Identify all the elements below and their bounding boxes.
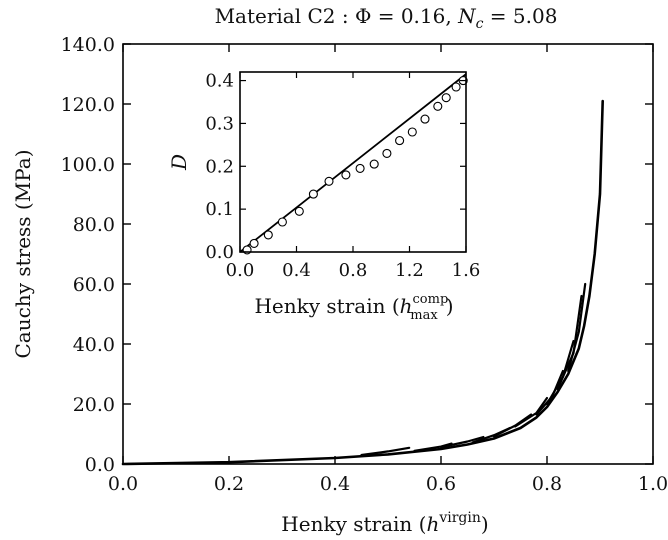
inset-fit-line — [239, 73, 467, 253]
inset-ticks: 0.0 0.4 0.8 1.2 1.6 0.0 0.1 0.2 0.3 0.4 — [205, 71, 480, 281]
main-y-tick-label: 140.0 — [61, 34, 115, 56]
inset-data-point — [355, 163, 365, 173]
inset-data-point — [277, 217, 287, 227]
main-y-tick-label: 120.0 — [61, 94, 115, 116]
inset-y-tick-label: 0.2 — [205, 156, 234, 177]
inset-plot: 0.0 0.4 0.8 1.2 1.6 0.0 0.1 0.2 0.3 0.4 — [205, 71, 480, 281]
chart-title: Material C2 : Φ = 0.16, Nc = 5.08 — [215, 4, 558, 32]
inset-x-axis-label: Henky strain (hcomp max) — [254, 292, 453, 323]
inset-data-point — [441, 93, 451, 103]
main-ticks: 0.0 0.2 0.4 0.6 0.8 1.0 0.0 20.0 40.0 60.0 80.0 100… — [61, 34, 668, 495]
main-y-tick-label: 100.0 — [61, 154, 115, 176]
main-x-tick-label: 0.4 — [320, 473, 350, 495]
inset-data-point — [308, 189, 318, 199]
main-x-tick-label: 1.0 — [638, 473, 668, 495]
inset-x-tick-label: 0.8 — [339, 260, 368, 281]
main-x-tick-label: 0.2 — [214, 473, 244, 495]
inset-y-axis-label: D — [167, 154, 191, 171]
inset-data-point — [395, 136, 405, 146]
main-plot: 0.0 0.2 0.4 0.6 0.8 1.0 0.0 20.0 40.0 60.0 80.0 100… — [61, 34, 668, 495]
inset-y-tick-label: 0.0 — [205, 242, 234, 263]
inset-x-tick-label: 0.0 — [226, 260, 255, 281]
chart-title-n-subscript: c — [476, 16, 484, 32]
inset-data-point — [249, 238, 259, 248]
inset-data-point — [420, 114, 430, 124]
main-y-tick-label: 40.0 — [73, 334, 115, 356]
main-y-tick-label: 80.0 — [73, 214, 115, 236]
main-y-tick-label: 60.0 — [73, 274, 115, 296]
main-y-axis-label: Cauchy stress (MPa) — [11, 150, 35, 359]
inset-x-tick-label: 0.4 — [282, 260, 311, 281]
inset-y-tick-label: 0.1 — [205, 199, 234, 220]
main-curves — [121, 99, 605, 466]
inset-data-point — [263, 230, 273, 240]
main-series-line-1 — [360, 446, 411, 457]
main-x-tick-label: 0.0 — [108, 473, 138, 495]
chart-title-n-value: = 5.08 — [483, 4, 557, 28]
main-y-tick-label: 20.0 — [73, 394, 115, 416]
chart-title-prefix: Material C2 : Φ = 0.16, — [215, 4, 459, 28]
inset-x-tick-label: 1.6 — [452, 260, 481, 281]
inset-data-point — [341, 170, 351, 180]
chart-title-n-symbol: N — [457, 4, 477, 28]
inset-data-point — [294, 206, 304, 216]
main-y-tick-label: 0.0 — [85, 454, 115, 476]
inset-data-point — [324, 176, 334, 186]
main-x-tick-label: 0.8 — [532, 473, 562, 495]
main-series-line-0 — [121, 99, 605, 466]
inset-data-point — [407, 127, 417, 137]
main-x-axis-label: Henky strain (hvirgin) — [281, 510, 488, 536]
inset-data-point — [451, 82, 461, 92]
main-x-tick-label: 0.6 — [426, 473, 456, 495]
inset-data-point — [369, 159, 379, 169]
inset-y-tick-label: 0.4 — [205, 71, 234, 92]
inset-y-tick-label: 0.3 — [205, 113, 234, 134]
inset-x-tick-label: 1.2 — [395, 260, 424, 281]
inset-data-point — [433, 101, 443, 111]
main-plot-frame — [122, 43, 654, 465]
inset-data-point — [382, 148, 392, 158]
main-series-line-10 — [567, 282, 587, 373]
main-series-line-3 — [439, 435, 485, 449]
